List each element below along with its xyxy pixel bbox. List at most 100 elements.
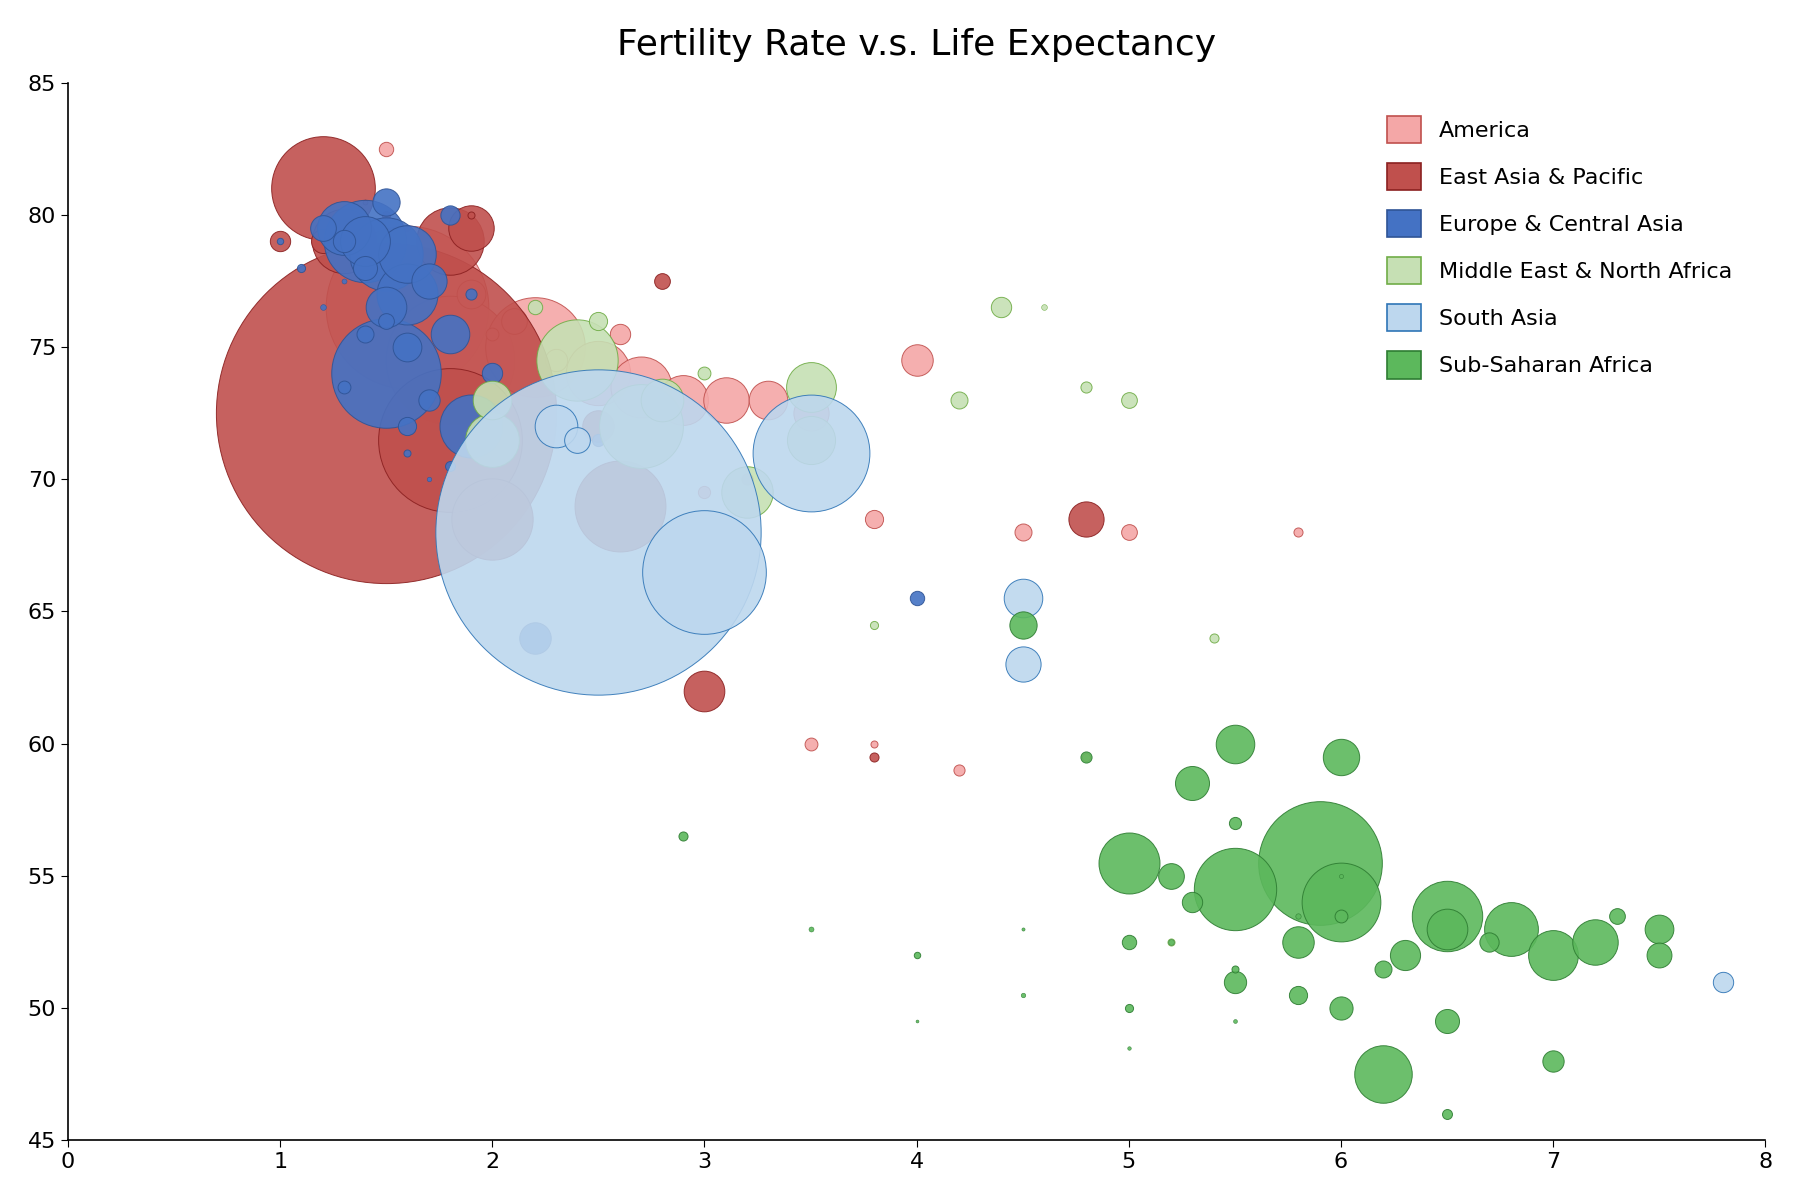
Point	[479, 324, 508, 343]
Point	[479, 509, 508, 528]
Point	[308, 218, 337, 238]
Point	[1305, 853, 1334, 872]
Point	[945, 390, 974, 409]
Point	[1539, 1051, 1568, 1070]
Point	[670, 390, 698, 409]
Point	[733, 469, 761, 488]
Point	[796, 430, 824, 449]
Point	[1433, 906, 1462, 925]
Point	[583, 416, 612, 436]
Point	[1199, 629, 1228, 648]
Point	[1008, 589, 1037, 608]
Point	[308, 232, 337, 251]
Point	[1177, 893, 1206, 912]
Point	[351, 232, 380, 251]
Point	[689, 563, 718, 582]
Point	[351, 324, 380, 343]
Point	[1220, 1012, 1249, 1031]
Point	[436, 232, 464, 251]
Point	[1370, 1064, 1399, 1084]
Point	[689, 682, 718, 701]
Point	[329, 377, 358, 396]
Point	[711, 390, 740, 409]
Point	[986, 298, 1015, 317]
Point	[689, 364, 718, 383]
Point	[860, 734, 889, 754]
Point	[392, 284, 421, 304]
Point	[373, 403, 401, 422]
Point	[1580, 932, 1609, 952]
Point	[1220, 972, 1249, 991]
Point	[733, 482, 761, 502]
Point	[1283, 985, 1312, 1004]
Point	[1283, 932, 1312, 952]
Point	[605, 496, 634, 515]
Point	[583, 522, 612, 541]
Point	[563, 350, 592, 370]
Point	[1157, 932, 1186, 952]
Point	[1114, 998, 1143, 1018]
Point	[626, 377, 655, 396]
Point	[392, 443, 421, 462]
Point	[329, 232, 358, 251]
Point	[860, 509, 889, 528]
Point	[1645, 946, 1674, 965]
Point	[1283, 906, 1312, 925]
Point	[902, 946, 931, 965]
Point	[308, 298, 337, 317]
Point	[1327, 893, 1355, 912]
Point	[479, 364, 508, 383]
Point	[796, 377, 824, 396]
Point	[286, 258, 315, 277]
Point	[457, 218, 486, 238]
Point	[392, 298, 421, 317]
Point	[1008, 919, 1037, 938]
Point	[373, 192, 401, 211]
Point	[583, 311, 612, 330]
Point	[457, 416, 486, 436]
Point	[1114, 853, 1143, 872]
Point	[1073, 748, 1102, 767]
Point	[1008, 655, 1037, 674]
Point	[520, 298, 549, 317]
Point	[1327, 998, 1355, 1018]
Point	[796, 734, 824, 754]
Point	[520, 337, 549, 356]
Point	[373, 298, 401, 317]
Point	[648, 390, 677, 409]
Point	[436, 324, 464, 343]
Point	[351, 258, 380, 277]
Title: Fertility Rate v.s. Life Expectancy: Fertility Rate v.s. Life Expectancy	[617, 28, 1217, 61]
Point	[392, 337, 421, 356]
Point	[414, 271, 443, 290]
Point	[902, 1012, 931, 1031]
Point	[1114, 522, 1143, 541]
Point	[1220, 814, 1249, 833]
Point	[1073, 748, 1102, 767]
Point	[1114, 1038, 1143, 1057]
Point	[1030, 298, 1058, 317]
Point	[457, 205, 486, 224]
Point	[1327, 866, 1355, 886]
Point	[457, 284, 486, 304]
Point	[1602, 906, 1631, 925]
Point	[1008, 522, 1037, 541]
Point	[436, 350, 464, 370]
Point	[414, 469, 443, 488]
Point	[266, 232, 295, 251]
Point	[945, 761, 974, 780]
Point	[796, 919, 824, 938]
Point	[1157, 932, 1186, 952]
Point	[1433, 1012, 1462, 1031]
Point	[1433, 1104, 1462, 1123]
Point	[1114, 932, 1143, 952]
Point	[351, 232, 380, 251]
Point	[583, 364, 612, 383]
Point	[392, 218, 421, 238]
Point	[329, 218, 358, 238]
Point	[796, 443, 824, 462]
Point	[329, 271, 358, 290]
Point	[373, 311, 401, 330]
Point	[1177, 774, 1206, 793]
Point	[1474, 932, 1503, 952]
